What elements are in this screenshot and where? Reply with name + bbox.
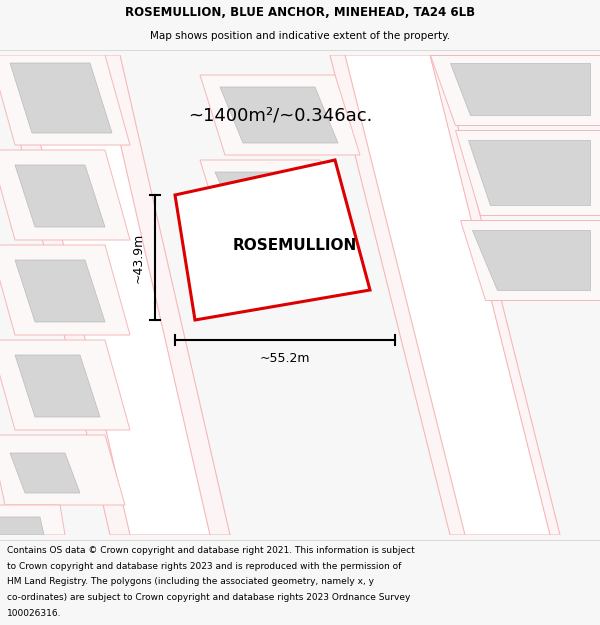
Text: ~1400m²/~0.346ac.: ~1400m²/~0.346ac. (188, 106, 372, 124)
Polygon shape (0, 435, 125, 505)
Polygon shape (468, 140, 590, 205)
Polygon shape (0, 517, 44, 535)
Polygon shape (175, 160, 370, 320)
Polygon shape (455, 130, 600, 215)
Polygon shape (0, 340, 130, 430)
Text: ROSEMULLION: ROSEMULLION (233, 238, 357, 252)
Polygon shape (0, 55, 230, 535)
Polygon shape (215, 172, 323, 213)
Polygon shape (0, 505, 65, 535)
Text: ~55.2m: ~55.2m (260, 352, 310, 365)
Polygon shape (450, 63, 590, 115)
Polygon shape (10, 453, 80, 493)
Text: to Crown copyright and database rights 2023 and is reproduced with the permissio: to Crown copyright and database rights 2… (7, 562, 401, 571)
Polygon shape (10, 63, 112, 133)
Polygon shape (0, 245, 130, 335)
Polygon shape (200, 75, 360, 155)
Polygon shape (200, 160, 340, 225)
Text: Map shows position and indicative extent of the property.: Map shows position and indicative extent… (150, 31, 450, 41)
Text: Contains OS data © Crown copyright and database right 2021. This information is : Contains OS data © Crown copyright and d… (7, 546, 415, 555)
Polygon shape (0, 150, 130, 240)
Text: ROSEMULLION, BLUE ANCHOR, MINEHEAD, TA24 6LB: ROSEMULLION, BLUE ANCHOR, MINEHEAD, TA24… (125, 6, 475, 19)
Polygon shape (430, 55, 600, 125)
Text: co-ordinates) are subject to Crown copyright and database rights 2023 Ordnance S: co-ordinates) are subject to Crown copyr… (7, 593, 410, 602)
Polygon shape (220, 87, 338, 143)
Polygon shape (15, 355, 100, 417)
Polygon shape (15, 165, 105, 227)
Polygon shape (460, 220, 600, 300)
Text: 100026316.: 100026316. (7, 609, 62, 618)
Polygon shape (330, 55, 560, 535)
Polygon shape (345, 55, 550, 535)
Polygon shape (15, 260, 105, 322)
Polygon shape (472, 230, 590, 290)
Text: HM Land Registry. The polygons (including the associated geometry, namely x, y: HM Land Registry. The polygons (includin… (7, 578, 374, 586)
Text: ~43.9m: ~43.9m (132, 232, 145, 282)
Polygon shape (0, 55, 130, 145)
Polygon shape (20, 55, 210, 535)
